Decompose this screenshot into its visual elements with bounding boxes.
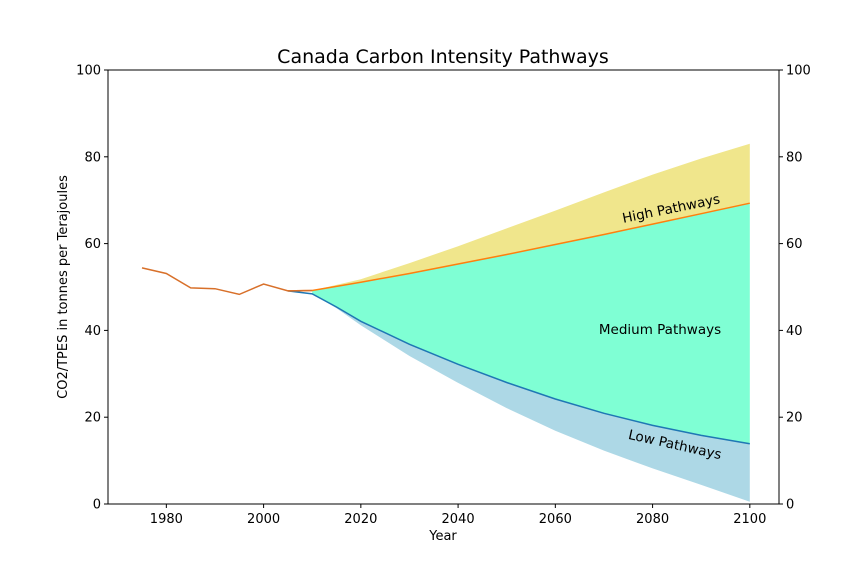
high-pathway-line <box>287 202 750 292</box>
plot-frame <box>107 69 780 505</box>
y-tick-label: 60 <box>84 237 101 252</box>
x-tick-label: 2040 <box>442 512 475 527</box>
x-axis-title: Year <box>428 529 457 544</box>
right-y-tick-label: 0 <box>786 498 794 513</box>
x-tick-label: 1980 <box>150 512 183 527</box>
right-y-tick-label: 40 <box>786 324 803 339</box>
y-tick-label: 20 <box>84 411 101 426</box>
y-axis-title: CO2/TPES in tonnes per Terajoules <box>56 175 71 399</box>
x-tick-label: 2080 <box>636 512 669 527</box>
y-tick-label: 80 <box>84 150 101 165</box>
x-axis: 1980 2000 2020 2040 2060 2080 2100 <box>150 504 766 527</box>
y-tick-label: 0 <box>93 498 101 513</box>
chart-title: Canada Carbon Intensity Pathways <box>277 46 609 68</box>
line-layer <box>141 202 750 445</box>
annotation-medium-pathways: Medium Pathways <box>599 322 721 338</box>
medium-pathways-fill <box>312 203 750 444</box>
historical-line <box>141 267 313 296</box>
x-tick-label: 2000 <box>247 512 280 527</box>
plot-border <box>107 69 780 505</box>
y-tick-label: 40 <box>84 324 101 339</box>
x-tick-label: 2020 <box>344 512 377 527</box>
right-y-tick-label: 20 <box>786 411 803 426</box>
right-y-tick-label: 60 <box>786 237 803 252</box>
right-y-tick-label: 80 <box>786 150 803 165</box>
y-axis-right: 0 20 40 60 80 100 <box>779 64 811 513</box>
x-tick-label: 2060 <box>539 512 572 527</box>
low-pathways-fill <box>312 293 750 502</box>
low-pathway-line <box>287 290 750 445</box>
fill-layer <box>312 143 750 502</box>
y-tick-label: 100 <box>76 64 101 79</box>
x-tick-label: 2100 <box>733 512 766 527</box>
high-pathways-fill <box>312 143 750 291</box>
right-y-tick-label: 100 <box>786 64 811 79</box>
y-axis-left: 0 20 40 60 80 100 <box>76 64 108 513</box>
